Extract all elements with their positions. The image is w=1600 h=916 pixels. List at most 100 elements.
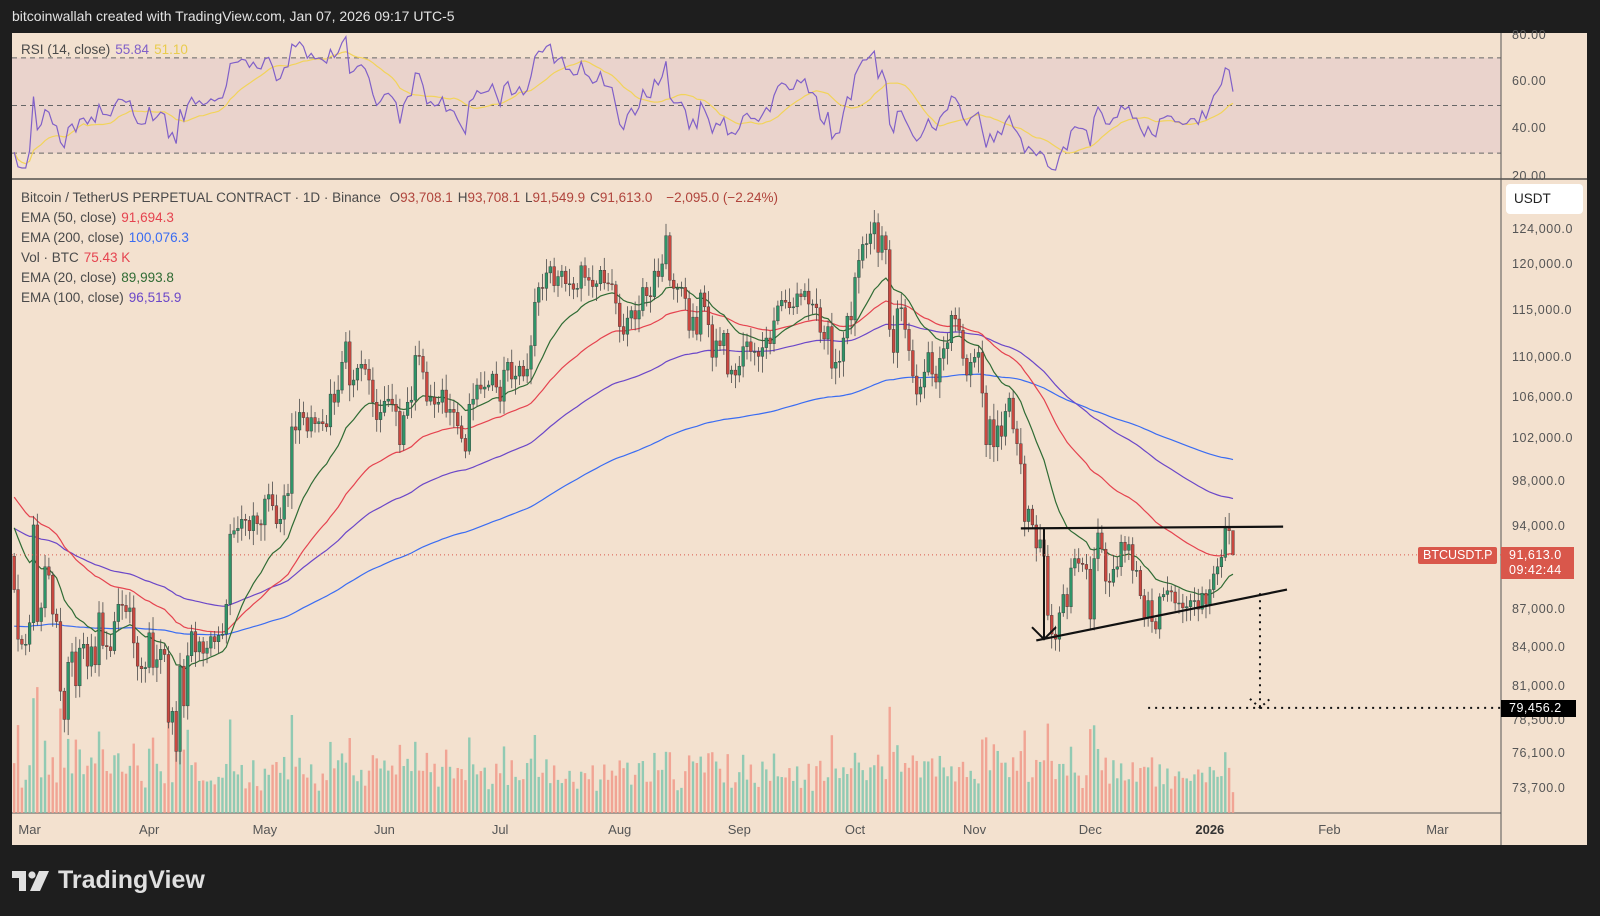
volume-bar: [610, 770, 614, 813]
candle-body: [575, 288, 579, 290]
candle-body: [691, 316, 695, 331]
candle-body: [942, 348, 946, 359]
rsi-line: [13, 34, 1234, 171]
volume-bar: [699, 756, 702, 813]
volume-bar: [911, 755, 915, 813]
candle-body: [830, 326, 834, 369]
volume-bar: [1116, 778, 1119, 813]
candle: [105, 631, 109, 660]
volume-bar: [1166, 768, 1169, 813]
volume-bar: [1046, 723, 1050, 813]
tradingview-logo[interactable]: TradingView: [12, 866, 205, 895]
candle: [1084, 553, 1089, 580]
volume-bar: [703, 772, 706, 813]
candle-body: [807, 290, 811, 305]
volume-bar: [375, 758, 378, 813]
volume-bar: [576, 788, 579, 813]
volume-bar: [66, 738, 70, 813]
candle: [1023, 455, 1027, 537]
price-tick-label: 94,000.0: [1512, 519, 1566, 534]
candle: [259, 519, 263, 541]
currency-button[interactable]: USDT: [1506, 184, 1583, 214]
indicator-legend-item[interactable]: EMA (50, close) 91,694.3: [21, 210, 179, 225]
candle-body: [89, 646, 93, 667]
indicator-legend-item[interactable]: EMA (200, close) 100,076.3: [21, 230, 194, 245]
rsi-tick-label: 80.00: [1512, 28, 1547, 42]
volume-bar: [684, 771, 687, 813]
volume-bar: [321, 773, 324, 813]
volume-bar: [595, 790, 598, 813]
rsi-tick-label: 20.00: [1512, 168, 1547, 183]
candle: [876, 213, 880, 267]
indicator-legend-item[interactable]: EMA (20, close) 89,993.8: [21, 270, 179, 285]
volume-bar: [198, 780, 201, 813]
candle-body: [571, 283, 576, 290]
candle: [1131, 537, 1135, 584]
candle: [236, 516, 240, 543]
candle-body: [1115, 566, 1119, 570]
volume-bar: [433, 763, 436, 813]
candle-body: [1073, 558, 1077, 569]
rsi-legend[interactable]: RSI (14, close) 55.84 51.10: [21, 42, 193, 57]
candle: [405, 387, 410, 419]
volume-bar: [182, 749, 186, 813]
symbol-legend[interactable]: Bitcoin / TetherUS PERPETUAL CONTRACT · …: [21, 190, 783, 205]
candle: [1169, 585, 1173, 602]
candle: [467, 393, 471, 455]
volume-bar: [290, 714, 294, 813]
candle-body: [648, 295, 653, 297]
volume-bar: [1108, 783, 1111, 813]
indicator-legend-item[interactable]: Vol · BTC 75.43 K: [21, 250, 135, 265]
candle: [764, 326, 768, 359]
chart-frame[interactable]: [12, 33, 1587, 845]
candle-body: [186, 655, 190, 707]
candle-body: [16, 589, 20, 640]
candle: [533, 288, 537, 357]
volume-bar: [105, 771, 108, 813]
candle: [660, 254, 664, 282]
indicator-value: 100,076.3: [128, 230, 189, 245]
candle-body: [1192, 600, 1197, 602]
volume-bar: [340, 753, 344, 813]
candle-body: [911, 350, 915, 377]
candle-body: [614, 284, 618, 304]
indicator-legend-item[interactable]: EMA (100, close) 96,515.9: [21, 290, 186, 305]
candle: [911, 339, 915, 383]
candle-body: [1188, 600, 1193, 607]
candle: [425, 361, 429, 406]
candle: [20, 635, 24, 650]
volume-bar: [1000, 762, 1003, 813]
volume-bar: [336, 760, 340, 813]
volume-bar: [93, 763, 97, 813]
volume-bar: [614, 775, 618, 813]
candle: [120, 590, 124, 620]
candle: [722, 329, 726, 355]
candle: [934, 365, 938, 389]
candle-body: [355, 367, 360, 381]
volume-bar: [741, 754, 745, 813]
candle: [255, 512, 259, 535]
rsi-ma-line: [13, 51, 1234, 165]
ohlc-key: H: [457, 190, 468, 205]
candle-body: [259, 523, 263, 526]
volume-bar: [252, 760, 255, 813]
volume-bar: [32, 698, 35, 813]
candle-body: [826, 326, 830, 340]
volume-bar: [502, 746, 506, 813]
candle: [498, 379, 502, 414]
volume-bar: [1224, 752, 1227, 813]
indicator-label: EMA (100, close): [21, 290, 124, 305]
rsi-tick-label: 60.00: [1512, 73, 1547, 88]
volume-bar: [950, 766, 953, 813]
candle-body: [1131, 544, 1135, 571]
volume-bar: [244, 788, 247, 813]
volume-bar: [660, 769, 664, 813]
candle-body: [162, 649, 167, 655]
candle-body: [683, 287, 687, 299]
candle-body: [984, 392, 988, 445]
time-tick-label: 2026: [1195, 822, 1225, 837]
volume-bar: [417, 770, 421, 813]
candle-body: [718, 340, 722, 346]
candle: [1223, 517, 1227, 562]
